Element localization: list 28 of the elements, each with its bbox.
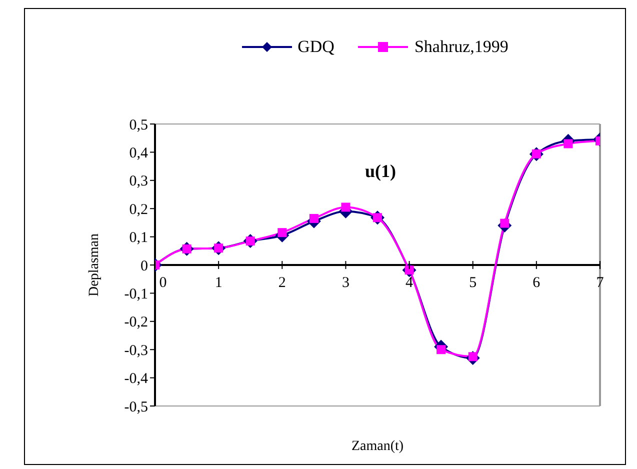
- x-tick-label: 7: [596, 275, 604, 291]
- x-tick-label: 2: [278, 275, 286, 291]
- point: [309, 214, 318, 223]
- y-tick-label: 0,1: [129, 230, 148, 246]
- y-axis-title: Deplasman: [86, 234, 102, 296]
- y-tick-label: -0,5: [124, 399, 148, 416]
- point: [564, 139, 573, 148]
- x-tick-label: 1: [214, 275, 222, 291]
- x-tick-label: 5: [469, 275, 477, 291]
- y-tick-label: -0,1: [124, 286, 148, 303]
- legend-label: GDQ: [296, 37, 334, 57]
- y-tick-label: 0: [140, 258, 148, 274]
- x-tick-label: 4: [406, 275, 414, 291]
- y-tick-label: -0,2: [124, 314, 148, 331]
- y-tick-label: -0,3: [124, 342, 148, 359]
- y-tick-label: 0,5: [129, 117, 148, 134]
- legend-label: Shahruz,1999: [413, 37, 508, 57]
- point: [341, 202, 350, 212]
- point: [436, 345, 446, 354]
- x-tick-label: 3: [342, 275, 350, 291]
- x-tick-label: 0: [159, 275, 167, 291]
- x-tick-label: 6: [532, 275, 541, 291]
- annotation: u(1): [365, 161, 396, 182]
- y-tick-label: 0,4: [129, 146, 148, 162]
- y-tick-label: -0,4: [124, 371, 148, 388]
- y-tick-label: 0,3: [129, 174, 148, 190]
- x-axis-title: Zaman(t): [351, 439, 404, 454]
- y-tick-label: 0,2: [129, 202, 148, 218]
